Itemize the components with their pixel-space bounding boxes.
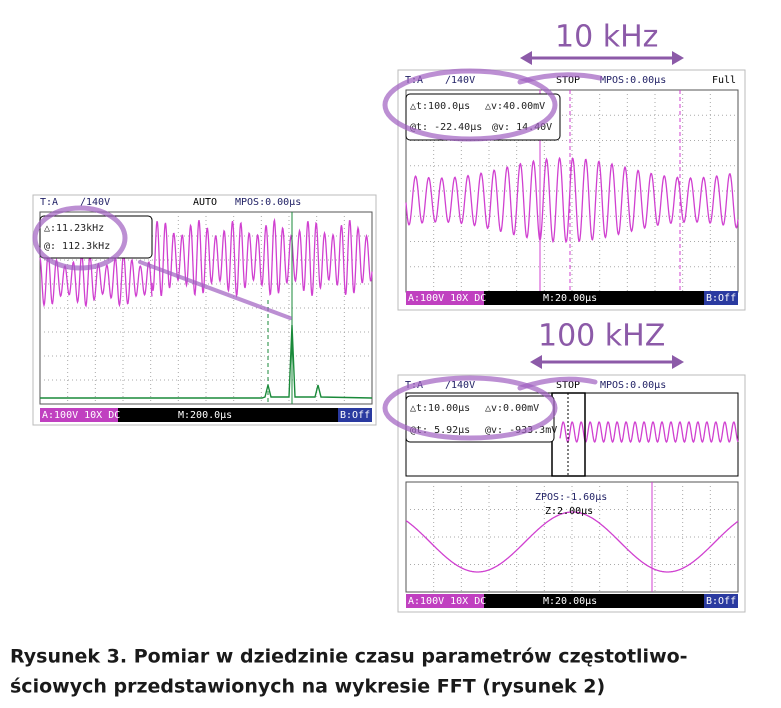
channel-tag: [406, 291, 484, 305]
cursor-readout: @v: 14.40V: [492, 122, 552, 133]
channel-label: A:100V 10X DC: [408, 596, 486, 607]
mpos: MPOS:0.00µs: [235, 197, 301, 208]
cursor-readout: @: 112.3kHz: [44, 241, 110, 252]
footer-bar: [40, 408, 372, 422]
trigger-source: T:A: [40, 197, 58, 208]
waveform: [405, 511, 739, 573]
cursor-readout: △v:0.00mV: [485, 403, 539, 414]
channel-tag: [40, 408, 118, 422]
mode: AUTO: [193, 197, 217, 208]
trigger-level: ∕140V: [445, 380, 475, 391]
cursor-readout: @t: 5.92µs: [410, 425, 470, 436]
highlight-circle: [382, 68, 558, 142]
zoom-position: ZPOS:-1.60µs: [535, 492, 607, 503]
mode: STOP: [556, 75, 580, 86]
waveform: [151, 217, 373, 298]
channel-b-tag: [704, 594, 738, 608]
frequency-annotation: 10 kHz: [555, 20, 658, 55]
footer-bar: [406, 291, 738, 305]
footer-bar: [406, 594, 738, 608]
zoom-scale: Z:2.00µs: [545, 506, 593, 517]
trigger-level: ∕140V: [445, 75, 475, 86]
scope-left: T:A ∕140V AUTO MPOS:0.00µs △:11.23kHz @:…: [32, 194, 377, 426]
fft-trace: [40, 324, 373, 399]
mpos: MPOS:0.00µs: [600, 75, 666, 86]
channel-b-tag: [338, 408, 372, 422]
mpos: MPOS:0.00µs: [600, 380, 666, 391]
channel-label: A:100V 10X DC: [42, 410, 120, 421]
scope-right-top: T:A ∕140V STOP MPOS:0.00µs Full △t:100.0…: [397, 69, 746, 311]
channel-b-label: B:Off: [706, 293, 736, 304]
cursor-readout: @t: -22.40µs: [410, 122, 482, 133]
scope-right-bottom: T:A ∕140V STOP MPOS:0.00µs △t:10.00µs △v…: [397, 374, 746, 613]
timebase-label: M:20.00µs: [543, 596, 597, 607]
waveform: [39, 251, 153, 308]
caption-line: ściowych przedstawionych na wykresie FFT…: [10, 676, 605, 698]
cursor-readout: △:11.23kHz: [44, 223, 104, 234]
highlight-stroke: [517, 72, 603, 85]
channel-label: A:100V 10X DC: [408, 293, 486, 304]
highlight-stroke: [517, 376, 598, 391]
highlight-circle: [382, 375, 558, 441]
timebase-label: M:20.00µs: [543, 293, 597, 304]
highlight-circle: [32, 205, 128, 271]
waveform: [405, 156, 739, 244]
channel-b-label: B:Off: [706, 596, 736, 607]
cursor-readout: △t:100.0µs: [410, 101, 470, 112]
channel-b-tag: [704, 291, 738, 305]
trigger-level: ∕140V: [80, 197, 110, 208]
memory-state: Full: [712, 75, 736, 86]
mode: STOP: [556, 380, 580, 391]
dimension-arrows: [520, 51, 684, 369]
timebase-label: M:200.0µs: [178, 410, 232, 421]
cursor-readout: △v:40.00mV: [485, 101, 545, 112]
channel-b-label: B:Off: [340, 410, 370, 421]
highlight-arrow: [138, 260, 292, 320]
channel-tag: [406, 594, 484, 608]
caption-line: Rysunek 3. Pomiar w dziedzinie czasu par…: [10, 646, 688, 668]
frequency-annotation: 100 kHZ: [538, 319, 665, 354]
cursor-readout: △t:10.00µs: [410, 403, 470, 414]
waveform: [559, 420, 739, 444]
highlights: [32, 68, 603, 441]
